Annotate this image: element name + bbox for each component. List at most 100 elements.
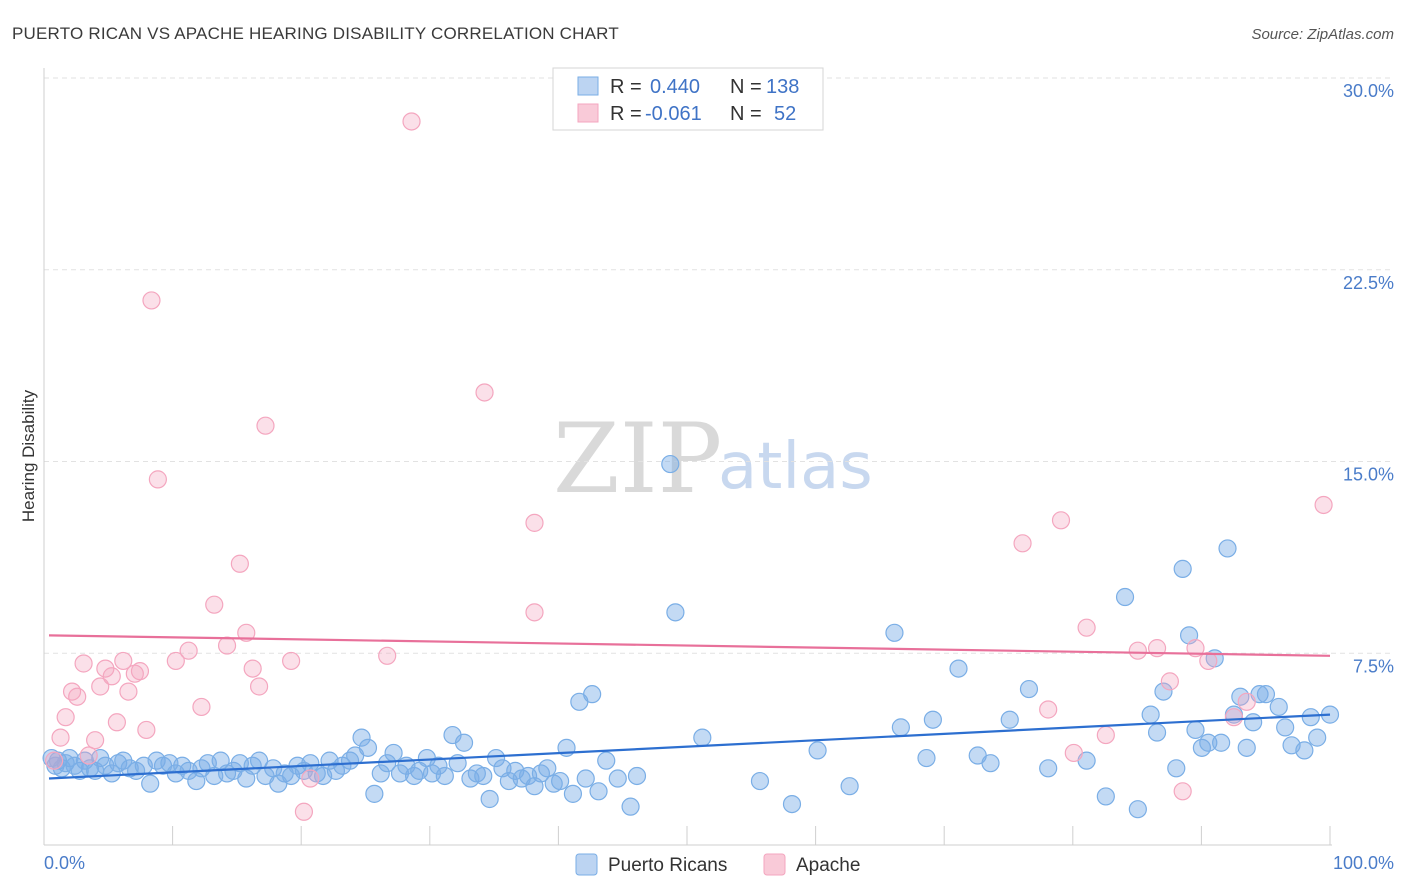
point-apache-12 xyxy=(114,651,133,671)
point-puerto-ricans-102 xyxy=(891,718,910,737)
point-puerto-ricans-95 xyxy=(666,603,685,622)
point-puerto-ricans-73 xyxy=(486,748,506,768)
point-puerto-ricans-98 xyxy=(782,794,802,814)
y-axis-label: Hearing Disability xyxy=(19,389,38,522)
point-apache-48 xyxy=(1199,651,1218,671)
point-puerto-ricans-116 xyxy=(1147,723,1167,742)
point-apache-45 xyxy=(1160,672,1179,691)
point-apache-13 xyxy=(119,682,138,701)
point-puerto-ricans-119 xyxy=(1173,559,1192,578)
point-puerto-ricans-137 xyxy=(1301,708,1320,727)
point-puerto-ricans-71 xyxy=(474,766,493,786)
point-apache-23 xyxy=(217,636,237,655)
watermark-zip: ZIP xyxy=(553,403,722,515)
point-apache-47 xyxy=(1186,639,1205,658)
point-puerto-ricans-83 xyxy=(551,771,570,791)
legend-swatch-apache xyxy=(577,103,599,123)
point-apache-39 xyxy=(1051,511,1071,530)
legend-stats: R = 0.440 N = 138 R = -0.061 N = 52 xyxy=(552,67,824,131)
point-puerto-ricans-112 xyxy=(1096,787,1115,806)
point-puerto-ricans-133 xyxy=(1269,697,1288,717)
point-apache-35 xyxy=(525,513,544,532)
bottom-legend-swatch-puerto-ricans xyxy=(575,853,598,876)
point-puerto-ricans-96 xyxy=(693,728,712,747)
series-puerto-ricans xyxy=(42,454,1340,819)
point-puerto-ricans-115 xyxy=(1141,705,1160,724)
point-puerto-ricans-85 xyxy=(563,784,583,803)
bottom-legend-label-apache: Apache xyxy=(796,855,860,876)
point-apache-0 xyxy=(45,751,64,770)
point-puerto-ricans-56 xyxy=(378,754,397,773)
point-puerto-ricans-125 xyxy=(1212,733,1231,752)
x-axis-ticks xyxy=(43,826,1331,845)
legend-r-label-1: R = xyxy=(610,76,642,98)
legend-r-value-1: 0.440 xyxy=(650,76,700,98)
point-puerto-ricans-90 xyxy=(597,751,616,770)
legend-n-value-1: 138 xyxy=(766,76,799,98)
point-puerto-ricans-92 xyxy=(621,797,640,816)
point-apache-28 xyxy=(256,416,275,435)
point-apache-8 xyxy=(91,677,110,696)
y-tick-label-2: 22.5% xyxy=(1343,273,1394,293)
point-apache-42 xyxy=(1096,725,1115,745)
point-puerto-ricans-108 xyxy=(1000,710,1019,729)
point-apache-49 xyxy=(1224,708,1244,727)
point-puerto-ricans-57 xyxy=(384,743,403,763)
point-puerto-ricans-6 xyxy=(65,756,84,775)
point-puerto-ricans-101 xyxy=(885,623,904,642)
point-apache-26 xyxy=(243,659,262,678)
watermark-atlas: atlas xyxy=(718,430,873,504)
point-apache-33 xyxy=(402,112,421,131)
legend-r-label-2: R = xyxy=(610,103,642,125)
point-puerto-ricans-72 xyxy=(480,789,499,809)
point-puerto-ricans-100 xyxy=(840,777,859,796)
point-puerto-ricans-132 xyxy=(1256,685,1276,704)
point-puerto-ricans-110 xyxy=(1039,759,1058,778)
point-puerto-ricans-109 xyxy=(1019,679,1039,699)
point-apache-37 xyxy=(1013,534,1032,553)
point-puerto-ricans-65 xyxy=(435,766,454,786)
point-puerto-ricans-44 xyxy=(301,754,320,773)
point-puerto-ricans-126 xyxy=(1218,539,1237,558)
point-puerto-ricans-117 xyxy=(1154,682,1173,701)
point-puerto-ricans-105 xyxy=(949,659,968,678)
point-puerto-ricans-99 xyxy=(808,741,827,760)
point-apache-20 xyxy=(179,641,198,660)
point-puerto-ricans-121 xyxy=(1186,720,1205,740)
chart-title: PUERTO RICAN VS APACHE HEARING DISABILIT… xyxy=(12,24,619,43)
point-apache-31 xyxy=(301,769,320,788)
point-apache-10 xyxy=(102,667,121,686)
point-puerto-ricans-123 xyxy=(1199,733,1218,752)
point-puerto-ricans-88 xyxy=(583,685,602,704)
point-apache-18 xyxy=(148,470,167,489)
point-apache-2 xyxy=(56,708,75,727)
point-apache-46 xyxy=(1173,782,1192,801)
point-puerto-ricans-14 xyxy=(109,754,128,773)
point-apache-41 xyxy=(1077,618,1096,637)
point-puerto-ricans-64 xyxy=(429,756,448,775)
point-puerto-ricans-97 xyxy=(750,771,770,791)
point-apache-6 xyxy=(79,746,98,765)
point-puerto-ricans-81 xyxy=(538,759,557,778)
y-tick-label-3: 30.0% xyxy=(1343,81,1394,101)
point-apache-51 xyxy=(1314,495,1333,515)
legend-swatch-puerto-ricans xyxy=(577,76,599,96)
point-puerto-ricans-104 xyxy=(923,710,942,729)
point-apache-19 xyxy=(166,651,185,671)
legend-n-label-1: N = xyxy=(730,76,762,98)
point-apache-14 xyxy=(125,664,144,683)
point-apache-27 xyxy=(249,677,269,696)
point-puerto-ricans-89 xyxy=(589,782,608,801)
point-apache-5 xyxy=(74,654,93,673)
point-apache-30 xyxy=(294,802,314,821)
point-apache-22 xyxy=(205,595,224,614)
point-apache-50 xyxy=(1237,692,1256,711)
point-puerto-ricans-19 xyxy=(141,774,160,793)
point-apache-24 xyxy=(230,554,249,573)
y-tick-label-1: 15.0% xyxy=(1343,465,1394,485)
point-apache-11 xyxy=(107,713,126,732)
point-puerto-ricans-134 xyxy=(1276,718,1295,737)
watermark: ZIP atlas xyxy=(553,403,873,515)
series-apache xyxy=(45,112,1333,821)
